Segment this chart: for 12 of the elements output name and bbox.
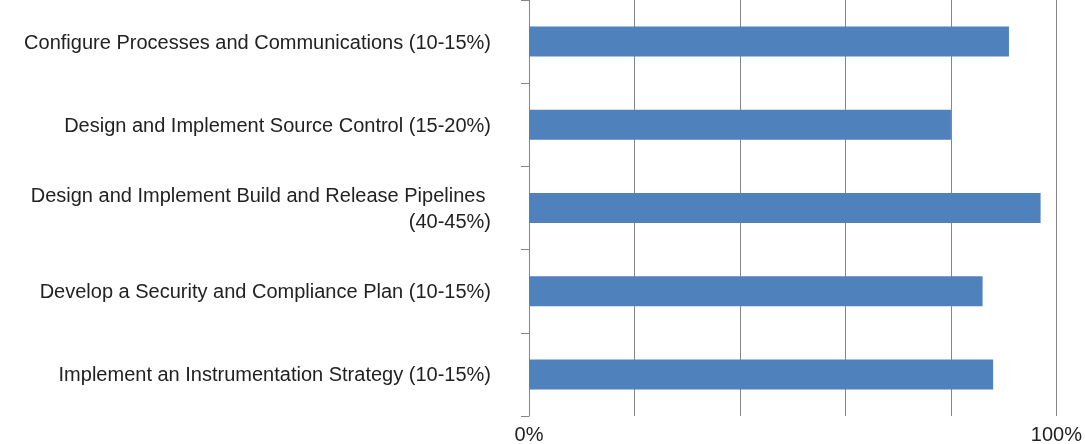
bar xyxy=(529,109,951,140)
x-tick-label: 100% xyxy=(1030,423,1083,444)
bar xyxy=(529,359,994,390)
x-tick-label: 0% xyxy=(514,423,544,444)
y-tick-label: Develop a Security and Compliance Plan (10-15%) xyxy=(39,280,491,303)
bar xyxy=(529,26,1009,57)
bar xyxy=(529,193,1041,223)
y-tick-label: Design and Implement Build and Release Pipelines (40-45%) xyxy=(30,184,491,232)
y-tick-label: Design and Implement Source Control (15-20%) xyxy=(64,113,491,136)
y-tick-label: Configure Processes and Communications (10-15%) xyxy=(24,30,491,53)
bar xyxy=(529,276,983,307)
y-tick-label: Implement an Instrumentation Strategy (10-15%) xyxy=(58,363,491,386)
